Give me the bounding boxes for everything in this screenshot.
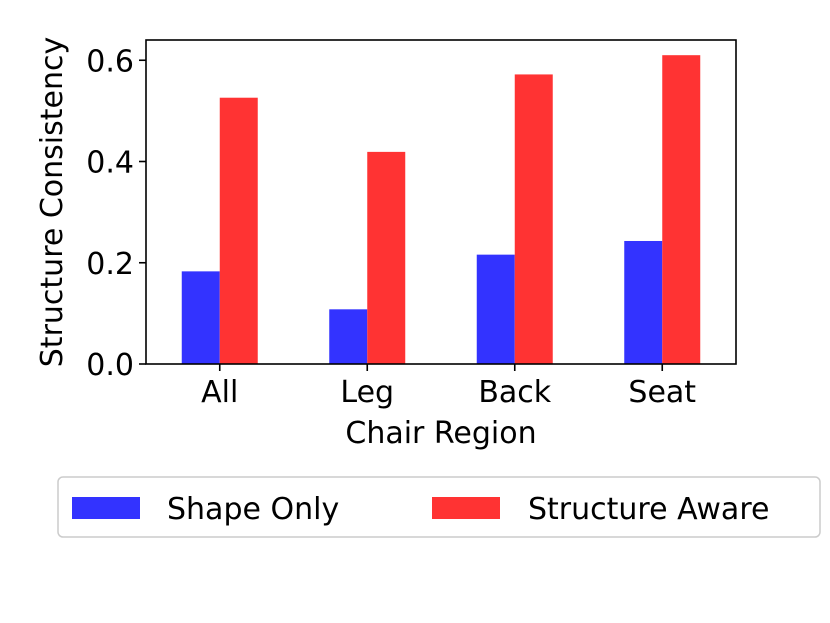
y-tick-label: 0.0 <box>86 348 134 383</box>
bar-structure-aware-back <box>514 74 553 365</box>
bar-shape-only-seat <box>624 240 663 364</box>
x-tick-label: Leg <box>340 375 394 410</box>
bar-shape-only-leg <box>329 309 368 364</box>
bar-shape-only-back <box>476 254 515 364</box>
y-tick-label: 0.2 <box>86 247 134 282</box>
y-axis: 0.0 0.2 0.4 0.6 <box>86 44 146 383</box>
bar-shape-only-all <box>181 271 220 364</box>
bar-structure-aware-seat <box>662 55 701 364</box>
x-axis-title: Chair Region <box>345 416 536 451</box>
y-axis-title: Structure Consistency <box>35 37 70 367</box>
legend: Shape Only Structure Aware <box>57 476 821 538</box>
y-tick-label: 0.4 <box>86 146 134 181</box>
x-tick-label: All <box>201 375 238 410</box>
x-tick-label: Seat <box>628 375 696 410</box>
legend-swatch-shape-only <box>72 497 140 519</box>
x-tick-label: Back <box>478 375 551 410</box>
legend-swatch-structure-aware <box>432 497 500 519</box>
plot-frame <box>145 39 737 365</box>
bar-structure-aware-leg <box>367 151 406 364</box>
bars-group <box>181 55 701 365</box>
legend-label-shape-only: Shape Only <box>167 492 339 527</box>
x-axis: All Leg Back Seat <box>201 364 696 410</box>
y-tick-label: 0.6 <box>86 44 134 79</box>
legend-label-structure-aware: Structure Aware <box>528 492 769 527</box>
bar-structure-aware-all <box>219 97 258 365</box>
